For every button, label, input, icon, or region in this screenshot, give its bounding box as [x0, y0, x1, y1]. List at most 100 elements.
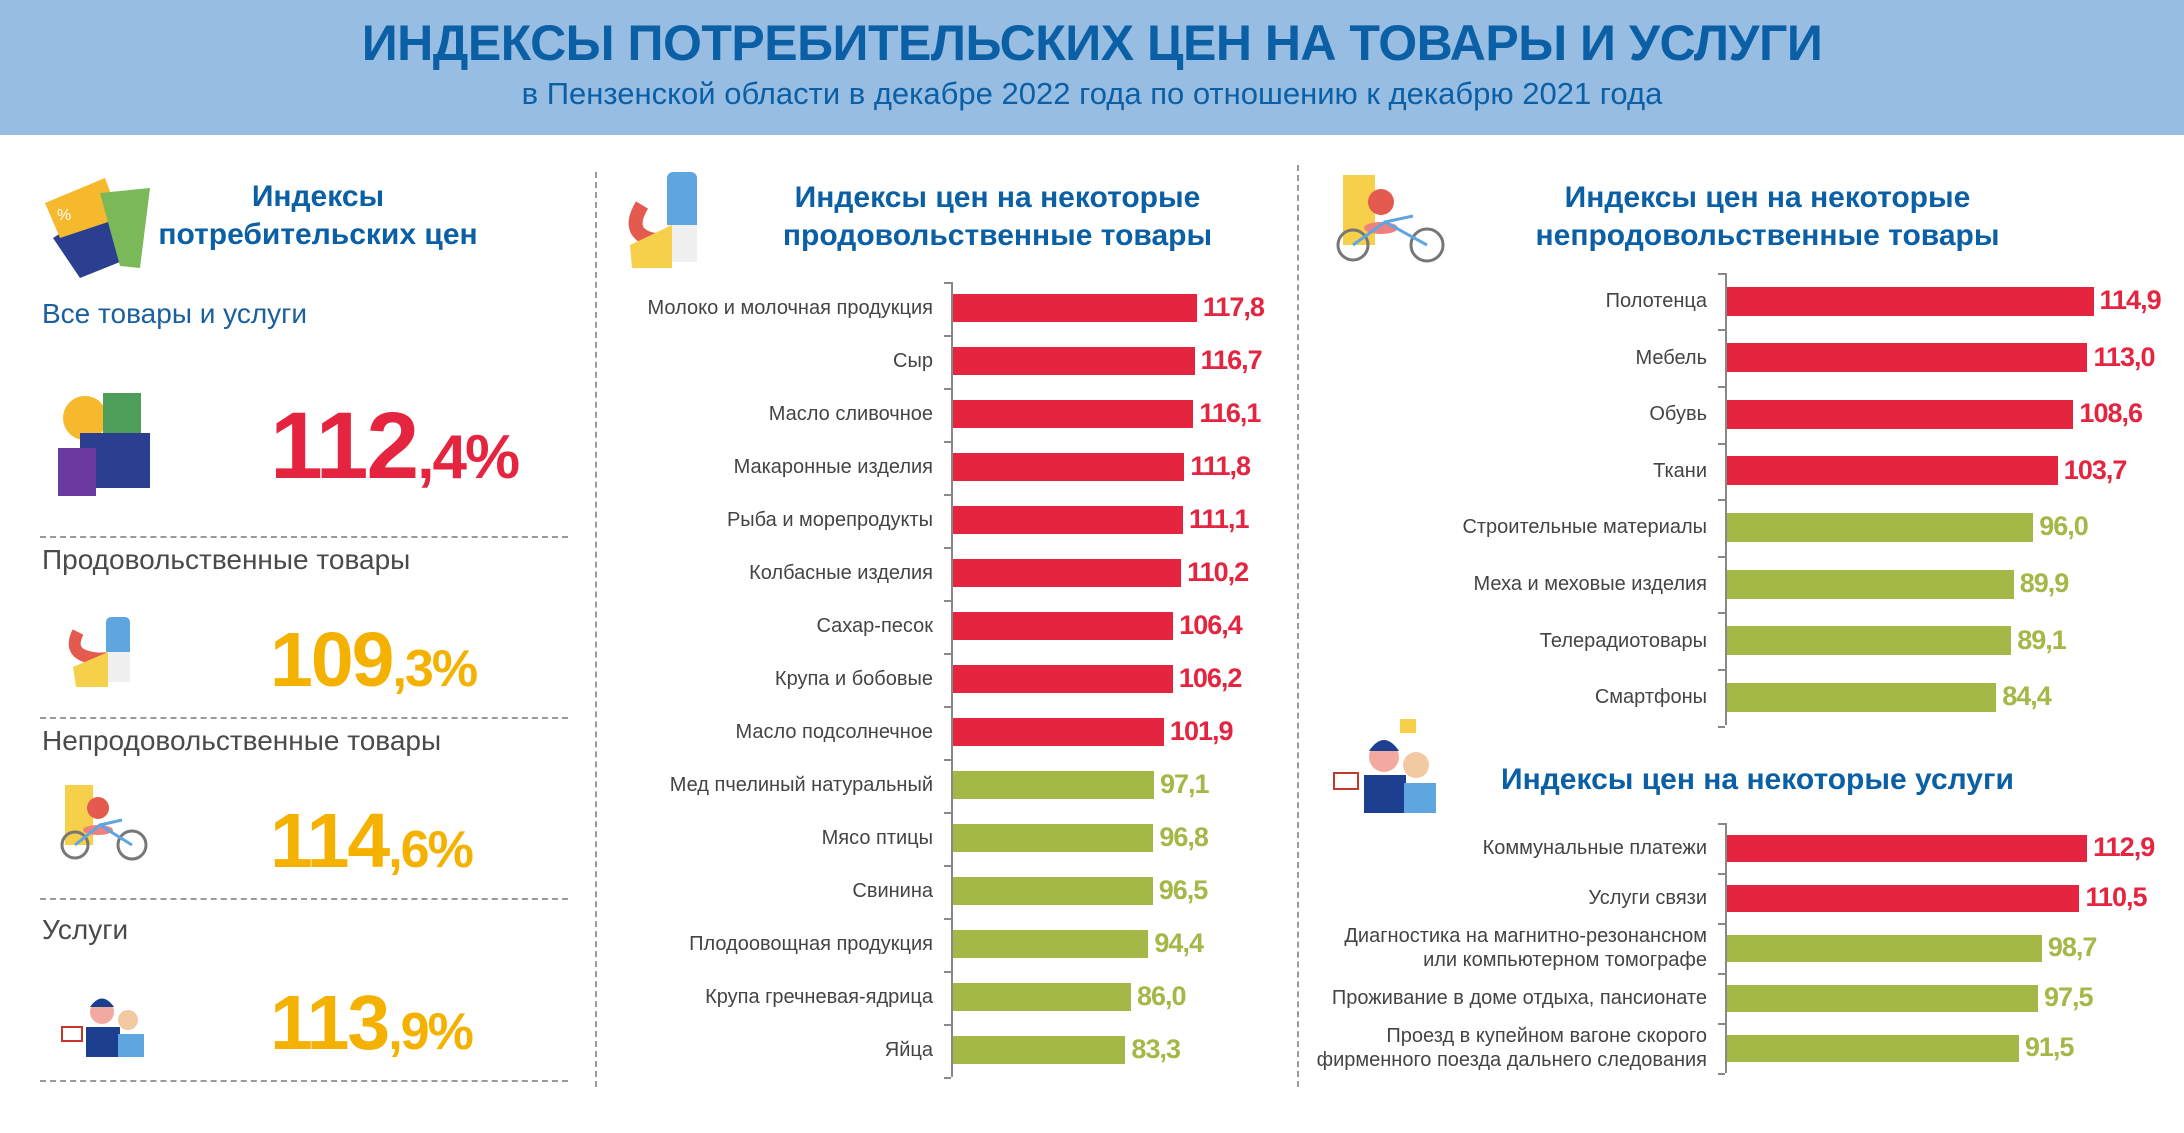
value-label: 96,0	[2039, 511, 2089, 542]
axis-tick	[1718, 499, 1725, 502]
category-label: Свинина	[852, 880, 933, 902]
people-services-icon	[1333, 719, 1436, 813]
value-label: 94,4	[1154, 928, 1204, 958]
summary-heading-line2: потребительских цен	[158, 218, 478, 251]
bar	[953, 453, 1185, 481]
value-label: 98,7	[2047, 932, 2098, 962]
bar	[953, 983, 1132, 1011]
category-label: Яйца	[884, 1039, 933, 1061]
value-decimal: ,9%	[388, 1003, 474, 1061]
food-icon	[68, 617, 130, 687]
row-divider	[40, 898, 568, 900]
bar	[1727, 934, 2042, 962]
value-label: 117,8	[1202, 292, 1265, 322]
summary-value-all: 112,4%	[270, 392, 520, 501]
category-label: Сыр	[893, 350, 933, 372]
category-label: Коммунальные платежи	[1482, 837, 1707, 859]
axis-tick	[1718, 823, 1725, 825]
axis-tick	[944, 705, 951, 708]
value-label: 110,2	[1187, 557, 1249, 587]
category-label: Диагностика на магнитно-резонансном или …	[1344, 925, 1707, 971]
category-label: Обувь	[1649, 403, 1707, 426]
category-label: Сахар-песок	[816, 615, 933, 637]
axis-tick	[1718, 612, 1725, 615]
people-services-icon	[61, 998, 144, 1057]
services-chart-heading: Индексы цен на некоторые услуги	[1501, 763, 2014, 796]
bar	[953, 559, 1182, 587]
value-label: 84,4	[2002, 681, 2052, 712]
bar	[953, 877, 1153, 905]
category-label: Мясо птицы	[821, 827, 933, 849]
category-label: Масло сливочное	[768, 403, 933, 425]
bar	[1727, 399, 2074, 429]
value-label: 116,7	[1200, 345, 1263, 375]
summary-label-all: Все товары и услуги	[42, 298, 308, 329]
bar	[1727, 834, 2088, 862]
bar	[1727, 286, 2094, 316]
summary-heading: Индексы потребительских цен	[140, 178, 496, 254]
category-label: Масло подсолнечное	[735, 721, 933, 743]
value-label: 116,1	[1199, 398, 1261, 428]
summary-label-services: Услуги	[42, 914, 129, 945]
axis-tick	[944, 864, 951, 867]
food-icon	[628, 172, 697, 268]
category-label: Крупа и бобовые	[774, 668, 933, 690]
bar	[1727, 682, 1997, 712]
category-label: Полотенца	[1605, 290, 1707, 312]
category-label: Молоко и молочная продукция	[647, 297, 933, 319]
category-label: Телерадиотовары	[1539, 629, 1707, 652]
bar	[1727, 626, 2012, 656]
value-label: 83,3	[1131, 1034, 1181, 1064]
nonfood-chart-heading-line2: непродовольственные товары	[1535, 219, 2000, 252]
bar	[953, 930, 1149, 958]
summary-label-food: Продовольственные товары	[42, 544, 411, 575]
bar	[953, 294, 1197, 322]
axis-tick	[1718, 1023, 1725, 1025]
bar	[1727, 569, 2014, 599]
coat-bicycle-icon	[1336, 175, 1445, 263]
bar	[1727, 343, 2088, 373]
axis-tick	[1718, 385, 1725, 388]
axis-tick	[944, 387, 951, 390]
axis-tick	[944, 1023, 951, 1026]
bar	[953, 1036, 1126, 1064]
value-label: 103,7	[2063, 454, 2128, 485]
value-integer: 109	[270, 617, 394, 703]
category-label: Меха и меховые изделия	[1473, 573, 1707, 595]
row-divider	[40, 1080, 568, 1082]
bar	[1727, 1034, 2019, 1062]
column-divider	[595, 172, 597, 1087]
bar	[953, 824, 1154, 852]
summary-heading-line1: Индексы	[251, 180, 385, 213]
value-label: 112,9	[2093, 832, 2155, 862]
row-divider	[40, 717, 568, 719]
summary-value-food: 109,3%	[270, 616, 478, 705]
category-label: Проживание в доме отдыха, пансионате	[1331, 987, 1707, 1009]
axis-tick	[1718, 923, 1725, 925]
category-label: Ткани	[1653, 459, 1707, 482]
value-label: 101,9	[1169, 716, 1234, 746]
category-label: Строительные материалы	[1462, 516, 1707, 539]
axis-tick	[944, 811, 951, 814]
value-label: 111,1	[1188, 504, 1250, 534]
value-label: 97,1	[1159, 769, 1210, 799]
category-axis	[951, 281, 953, 1077]
bar	[953, 718, 1164, 746]
category-label: Мед пчелиный натуральный	[669, 774, 933, 796]
value-integer: 112	[270, 393, 419, 499]
axis-tick	[944, 440, 951, 443]
axis-tick	[944, 281, 951, 284]
category-axis	[1725, 823, 1727, 1073]
value-decimal: ,3%	[392, 640, 478, 698]
axis-tick	[1718, 442, 1725, 445]
value-label: 108,6	[2079, 398, 2143, 429]
category-label: Крупа гречневая-ядрица	[705, 986, 933, 1008]
value-label: 96,8	[1159, 822, 1209, 852]
axis-tick	[1718, 668, 1725, 671]
gifts-coin-icon	[58, 393, 150, 496]
value-integer: 114	[270, 798, 390, 884]
axis-tick	[944, 758, 951, 761]
category-label: Мебель	[1635, 346, 1707, 369]
axis-tick	[944, 917, 951, 920]
axis-tick	[944, 1076, 951, 1079]
